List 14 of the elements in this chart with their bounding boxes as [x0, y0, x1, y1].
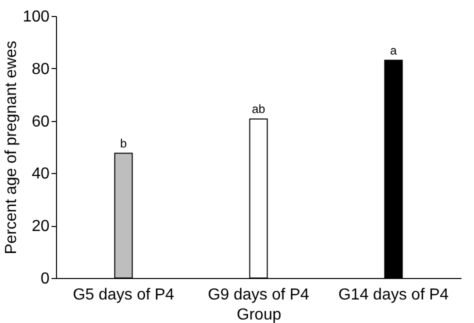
x-axis-title: Group [236, 306, 282, 323]
annotation: ab [252, 102, 266, 116]
annotation: b [120, 136, 128, 150]
y-tick-label: 80 [32, 60, 50, 78]
x-tick-label: G14 days of P4 [338, 286, 449, 304]
y-tick-label: 40 [32, 166, 50, 183]
y-tick-label: 0 [40, 270, 50, 288]
y-tick-label: 20 [32, 218, 50, 236]
y-tick-label: 100 [22, 8, 50, 26]
y-axis-title: Percent age of pregnant ewes [2, 40, 20, 254]
x-tick-label: G5 days of P4 [72, 286, 174, 304]
x-tick-label: G9 days of P4 [208, 286, 310, 304]
annotation: a [390, 43, 398, 58]
y-tick-label: 60 [32, 113, 50, 130]
